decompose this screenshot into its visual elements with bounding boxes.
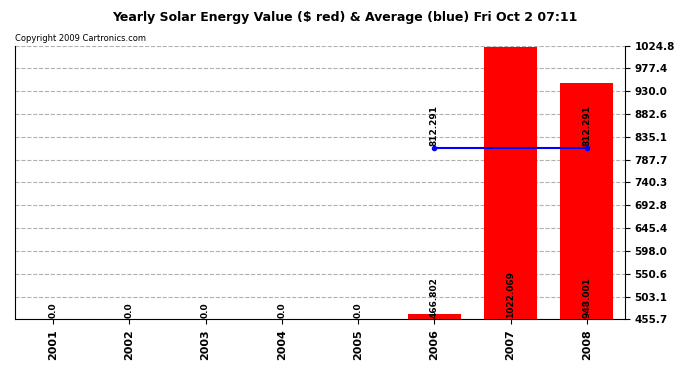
Text: 0.0: 0.0 — [48, 303, 58, 318]
Text: 812.291: 812.291 — [582, 105, 591, 146]
Text: 812.291: 812.291 — [430, 105, 439, 146]
Text: Yearly Solar Energy Value ($ red) & Average (blue) Fri Oct 2 07:11: Yearly Solar Energy Value ($ red) & Aver… — [112, 11, 578, 24]
Bar — [484, 47, 538, 320]
Bar — [408, 314, 461, 320]
Text: 466.802: 466.802 — [430, 278, 439, 318]
Bar — [560, 82, 613, 320]
Text: 0.0: 0.0 — [353, 303, 362, 318]
Text: 1022.069: 1022.069 — [506, 272, 515, 318]
Text: 0.0: 0.0 — [277, 303, 286, 318]
Text: Copyright 2009 Cartronics.com: Copyright 2009 Cartronics.com — [15, 34, 146, 43]
Text: 0.0: 0.0 — [125, 303, 134, 318]
Text: 948.001: 948.001 — [582, 278, 591, 318]
Text: 0.0: 0.0 — [201, 303, 210, 318]
